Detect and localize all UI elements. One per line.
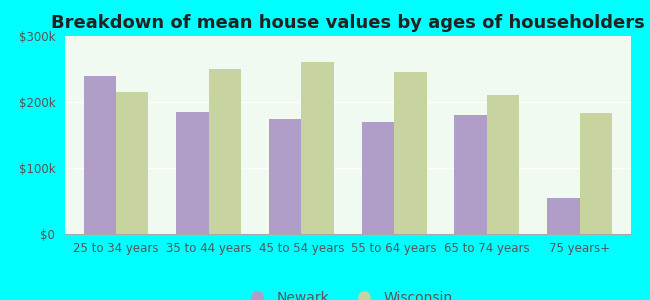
Bar xyxy=(361,122,394,234)
Bar xyxy=(454,115,487,234)
Bar xyxy=(302,62,334,234)
Bar xyxy=(547,198,580,234)
Bar xyxy=(487,95,519,234)
Legend: Newark, Wisconsin: Newark, Wisconsin xyxy=(237,285,458,300)
Bar xyxy=(394,72,426,234)
Title: Breakdown of mean house values by ages of householders: Breakdown of mean house values by ages o… xyxy=(51,14,645,32)
Bar xyxy=(84,76,116,234)
Bar xyxy=(209,69,241,234)
Bar xyxy=(176,112,209,234)
Bar xyxy=(580,113,612,234)
Bar xyxy=(116,92,148,234)
Bar xyxy=(269,118,302,234)
